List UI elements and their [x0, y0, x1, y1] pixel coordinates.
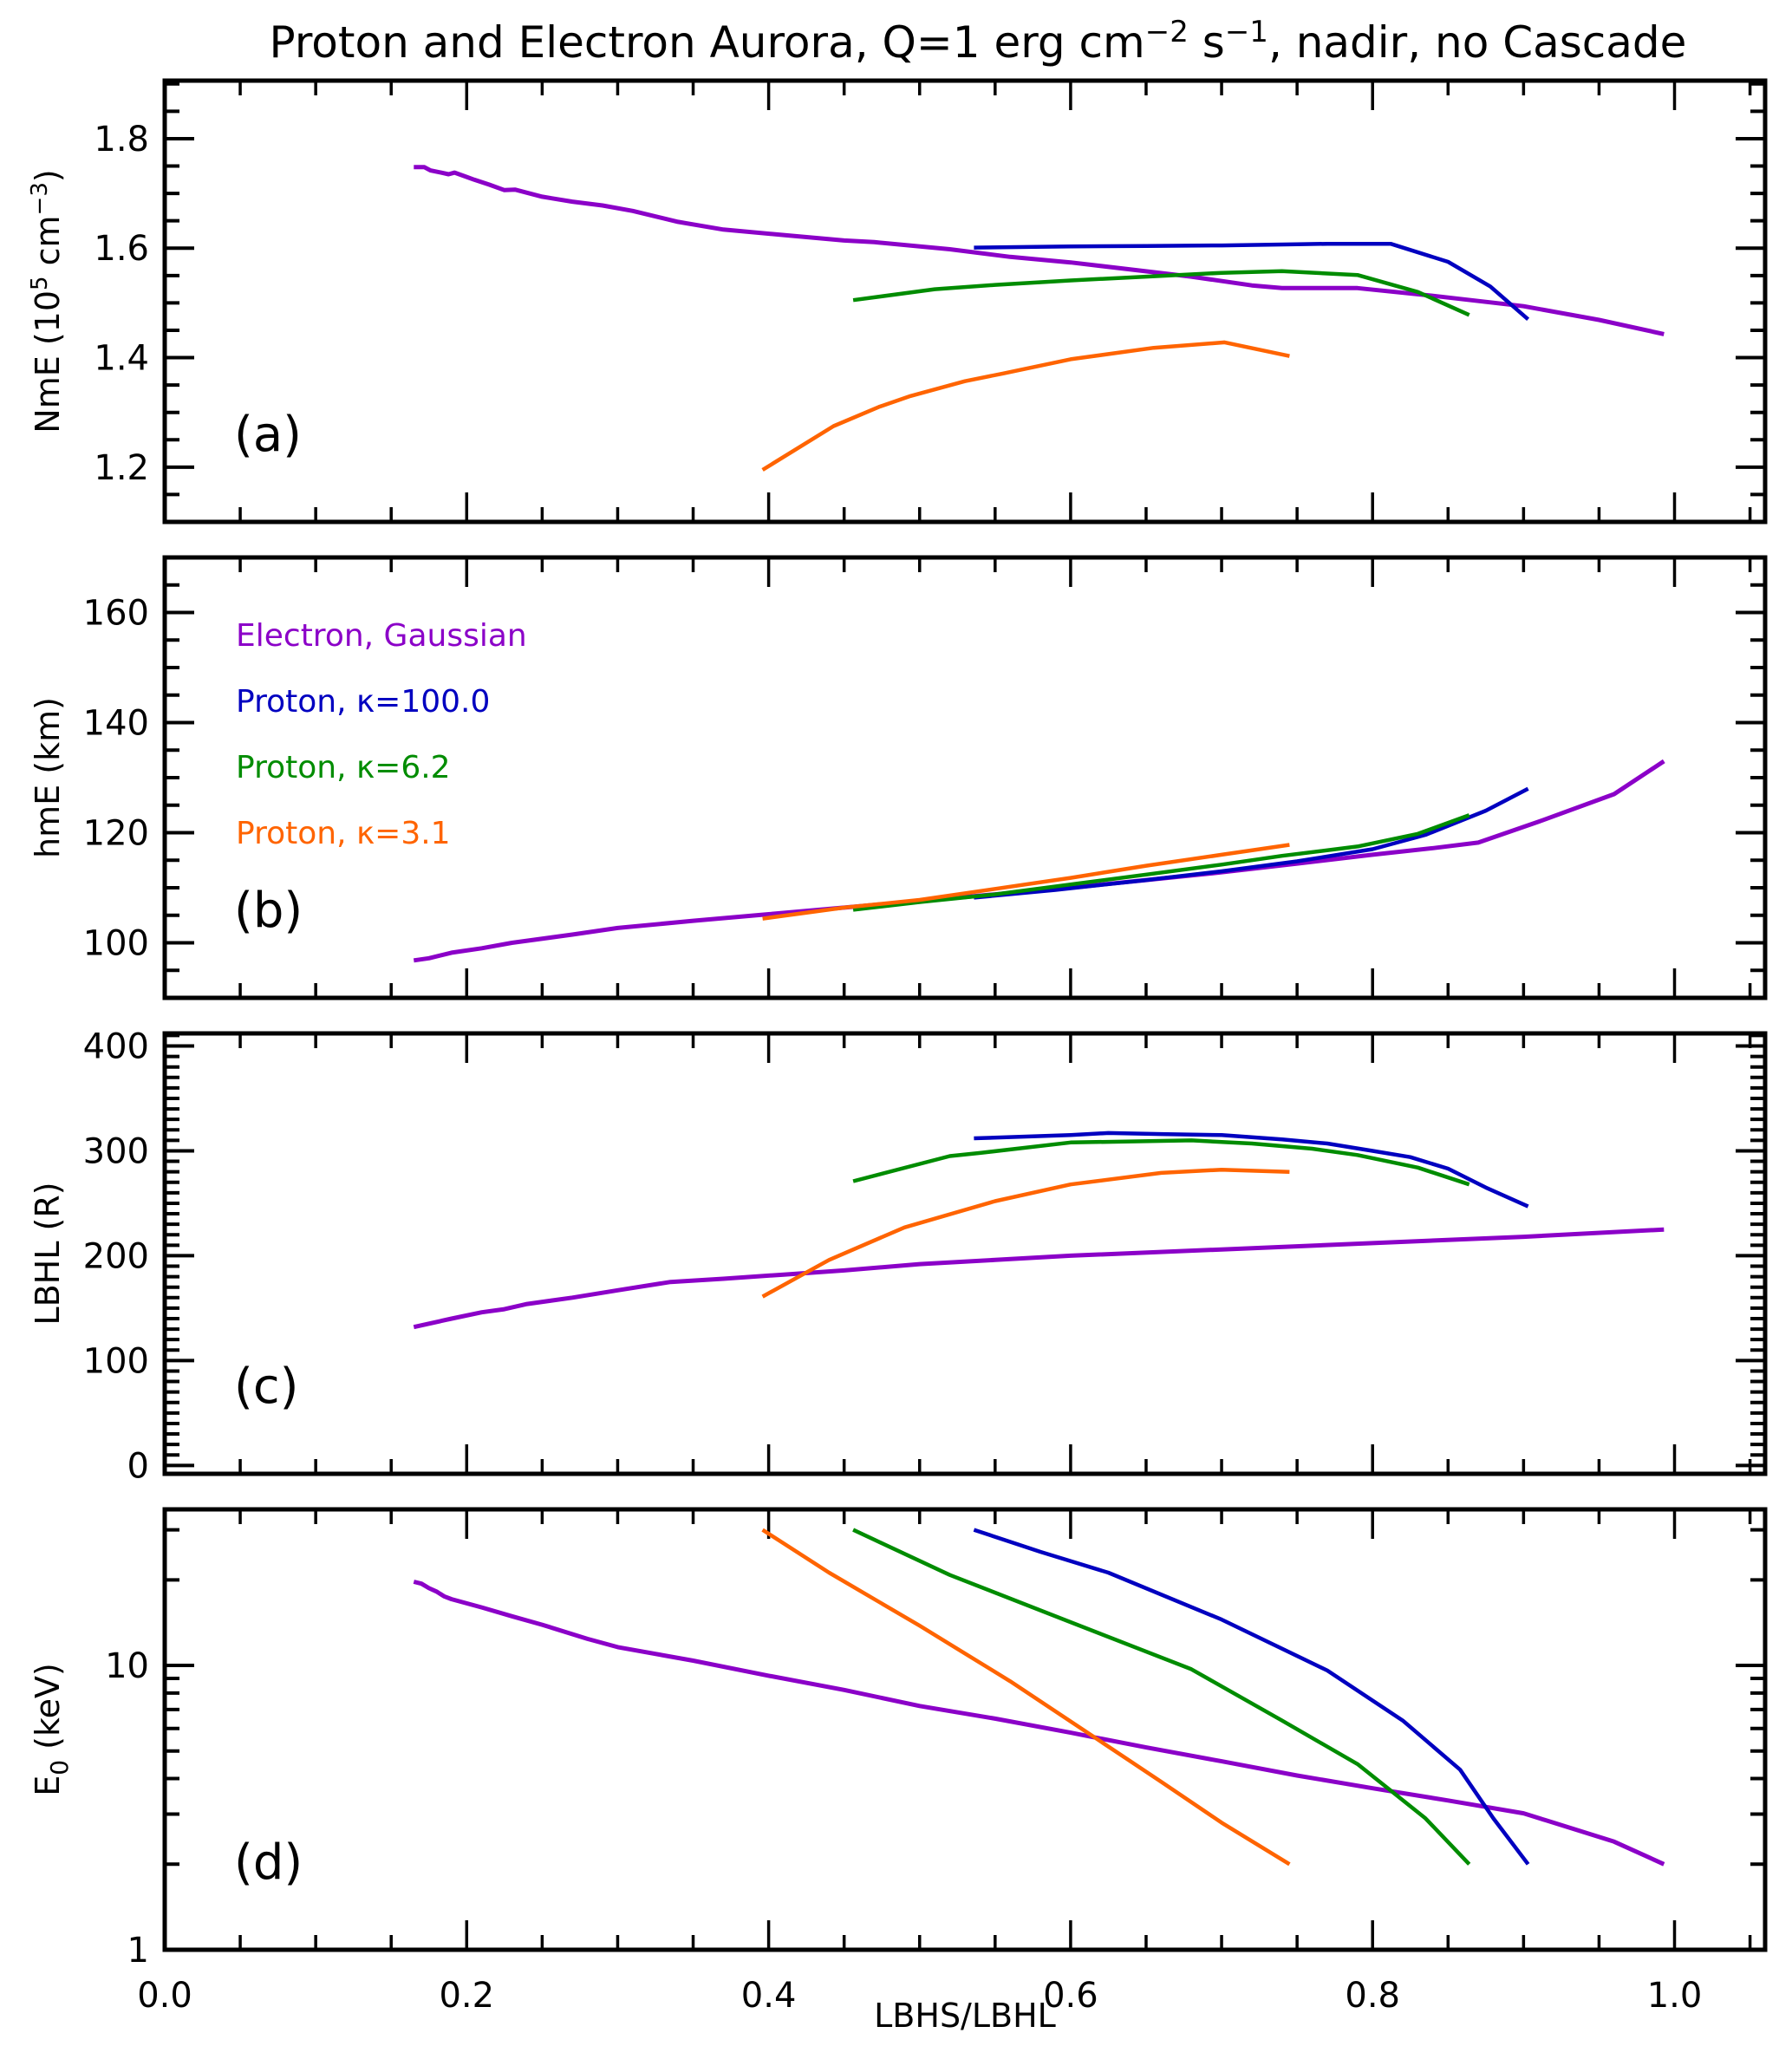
y-tick-label: 120 — [83, 814, 149, 854]
y-tick-label: 1 — [127, 1931, 149, 1971]
series-line-proton-k6-2-panel-a — [852, 269, 1470, 317]
x-tick-label: 0.6 — [1043, 1976, 1098, 2016]
panel-tag-a: (a) — [234, 407, 302, 463]
title-prefix: Proton and Electron Aurora, Q=1 erg cm — [270, 17, 1145, 68]
x-tick-label: 0.0 — [137, 1976, 192, 2016]
y-tick-label: 1.2 — [94, 448, 149, 488]
y-tick-label: 100 — [83, 924, 149, 964]
y-label-sub: 0 — [45, 1760, 74, 1776]
panel-c: 0 100 200 300 400 LBHL (R) (c) — [29, 1027, 1768, 1486]
y-label-text: LBHL (R) — [29, 1182, 67, 1325]
y-label-text: cm — [29, 215, 67, 276]
series-line-proton-k6-2-panel-d — [852, 1528, 1471, 1866]
y-tick-label: 200 — [83, 1236, 149, 1276]
title-suffix: , nadir, no Cascade — [1268, 17, 1687, 68]
chart-title: Proton and Electron Aurora, Q=1 erg cm−2… — [270, 15, 1687, 68]
y-label-text: hmE (km) — [29, 697, 67, 858]
panel-d: 1 10 E0​ (keV) (d) — [29, 1507, 1768, 1971]
title-mid: s — [1189, 17, 1225, 68]
x-tick-label: 0.4 — [741, 1976, 797, 2016]
legend-entry-proton-k6-2: Proton, κ=6.2 — [236, 750, 451, 785]
y-tick-label: 1.6 — [94, 229, 149, 269]
legend: Electron, Gaussian Proton, κ=100.0 Proton,… — [236, 618, 527, 851]
y-axis-label-c: LBHL (R) — [29, 1182, 67, 1325]
x-tick-label: 0.2 — [439, 1976, 494, 2016]
x-tick-label: 1.0 — [1647, 1976, 1703, 2016]
title-superscript-1: −2 — [1145, 15, 1189, 49]
series-group — [413, 1131, 1665, 1330]
y-tick-label: 1.4 — [94, 339, 149, 379]
series-group — [414, 165, 1665, 472]
series-group — [413, 759, 1665, 963]
y-axis-label-a: NmE (105​ cm−3​) — [27, 169, 67, 433]
legend-entry-proton-k100: Proton, κ=100.0 — [236, 684, 490, 720]
series-line-proton-k3-1-panel-b — [762, 843, 1290, 921]
series-line-proton-k100-panel-c — [974, 1131, 1529, 1209]
series-line-electron-gaussian-panel-b — [413, 759, 1665, 963]
series-line-electron-gaussian-panel-a — [414, 165, 1665, 336]
panel-frame — [162, 78, 1768, 525]
series-line-proton-k100-panel-a — [974, 241, 1530, 321]
panel-frame — [162, 1507, 1768, 1952]
y-tick-label: 1.8 — [94, 120, 149, 160]
series-group — [413, 1528, 1665, 1867]
y-label-text: NmE (10 — [29, 290, 67, 433]
y-tick-label: 400 — [83, 1027, 149, 1067]
panel-tag-c: (c) — [234, 1359, 298, 1415]
y-tick-label: 160 — [83, 594, 149, 634]
y-tick-label: 0 — [127, 1446, 149, 1486]
series-line-proton-k3-1-panel-d — [761, 1528, 1291, 1867]
series-line-electron-gaussian-panel-c — [413, 1227, 1665, 1330]
legend-entry-electron-gaussian: Electron, Gaussian — [236, 618, 527, 654]
title-superscript-2: −1 — [1225, 15, 1268, 49]
series-line-proton-k3-1-panel-c — [761, 1167, 1290, 1299]
y-label-text: ) — [29, 169, 67, 182]
x-axis-label: LBHS/LBHL — [874, 1997, 1056, 2035]
y-axis-label-b: hmE (km) — [29, 697, 67, 858]
panel-tag-d: (d) — [234, 1834, 303, 1891]
y-label-text: E — [29, 1776, 67, 1796]
panel-tag-b: (b) — [234, 883, 303, 939]
y-axis-label-d: E0​ (keV) — [29, 1663, 74, 1796]
x-tick-label: 0.8 — [1345, 1976, 1400, 2016]
series-line-proton-k3-1-panel-a — [761, 340, 1290, 472]
series-line-electron-gaussian-panel-d — [413, 1580, 1665, 1867]
panel-b: 100 120 140 160 hmE (km) (b) — [29, 555, 1768, 1000]
panel-frame — [162, 1031, 1768, 1476]
y-label-text: (keV) — [29, 1663, 67, 1760]
y-tick-label: 300 — [83, 1131, 149, 1171]
y-label-sup: 5 — [27, 276, 53, 290]
y-label-sup: −3 — [27, 182, 53, 215]
y-tick-label: 100 — [83, 1341, 149, 1381]
y-tick-label: 10 — [105, 1646, 149, 1686]
y-tick-label: 140 — [83, 704, 149, 744]
series-line-proton-k100-panel-b — [974, 786, 1529, 900]
series-line-proton-k6-2-panel-b — [852, 813, 1470, 912]
series-line-proton-k6-2-panel-c — [852, 1138, 1470, 1187]
series-line-proton-k100-panel-d — [973, 1528, 1530, 1866]
legend-entry-proton-k3-1: Proton, κ=3.1 — [236, 816, 451, 851]
panel-a: 1.2 1.4 1.6 1.8 NmE (105​ cm−3​) (a) — [27, 78, 1768, 525]
